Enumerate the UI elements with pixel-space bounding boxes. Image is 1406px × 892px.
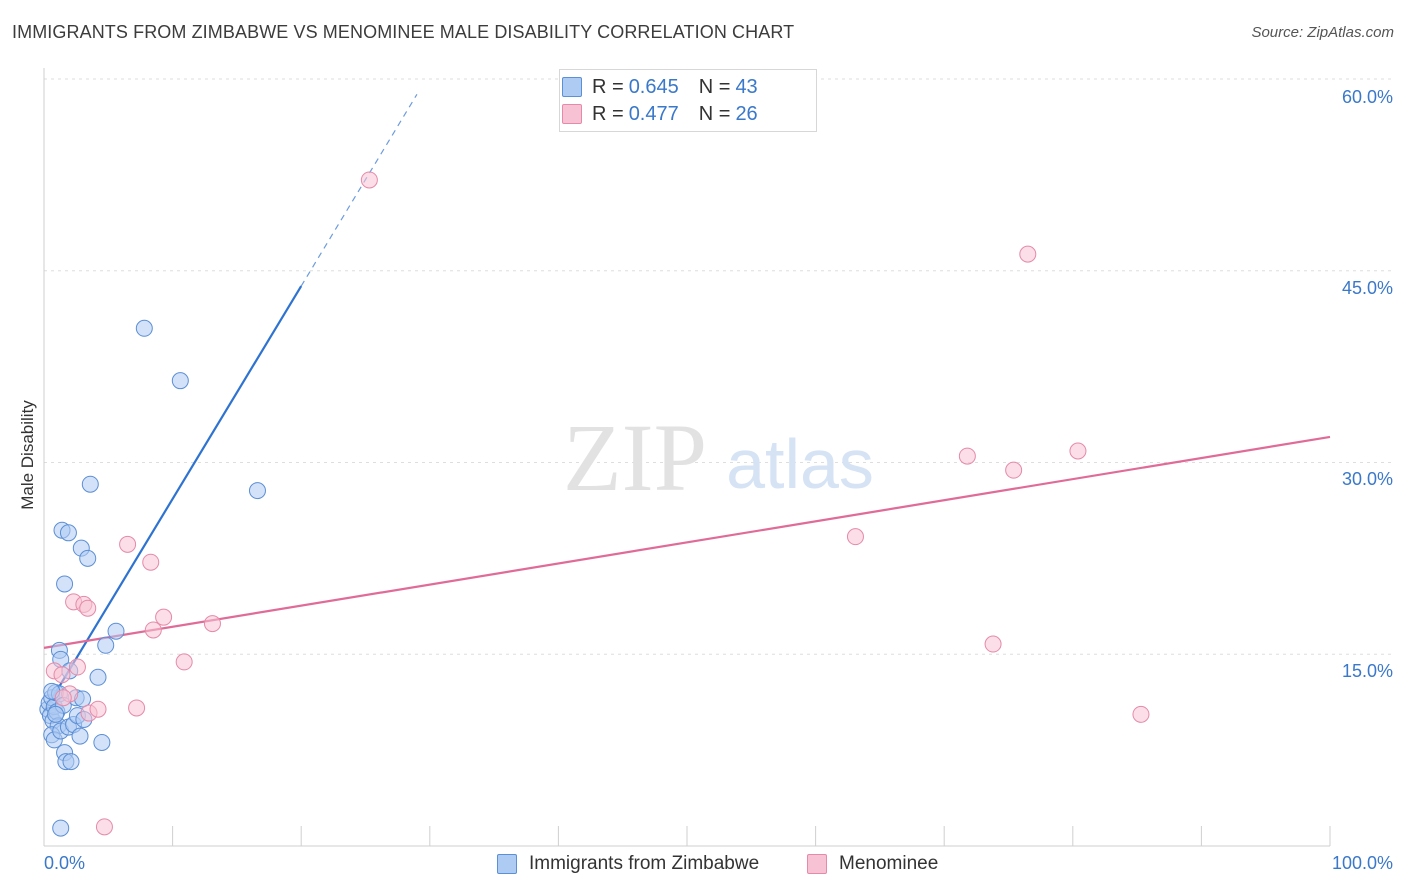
zimbabwe-point bbox=[52, 819, 70, 837]
zimbabwe-point bbox=[62, 753, 80, 771]
menominee-point bbox=[89, 700, 107, 718]
menominee-point bbox=[95, 818, 113, 836]
menominee-point bbox=[984, 635, 1002, 653]
zimbabwe-point bbox=[107, 622, 125, 640]
legend-swatch-zimbabwe bbox=[562, 77, 582, 97]
zimbabwe-point bbox=[47, 705, 65, 723]
menominee-point bbox=[175, 653, 193, 671]
menominee-point bbox=[958, 447, 976, 465]
legend-r-value: 0.645 bbox=[628, 75, 679, 98]
menominee-point bbox=[1019, 245, 1037, 263]
watermark-zip: ZIP bbox=[563, 404, 707, 511]
legend-n-value: 26 bbox=[735, 102, 758, 125]
y-tick-labels: 15.0% 30.0% 45.0% 60.0% bbox=[1342, 87, 1393, 681]
menominee-point bbox=[79, 599, 97, 617]
menominee-point bbox=[360, 171, 378, 189]
legend-row-menominee: R = 0.477 N = 26 bbox=[562, 101, 758, 127]
source-label: Source: ZipAtlas.com bbox=[1251, 24, 1394, 41]
legend: R = 0.645 N = 43 R = 0.477 N = 26 bbox=[559, 69, 817, 132]
chart-title: IMMIGRANTS FROM ZIMBABWE VS MENOMINEE MA… bbox=[12, 22, 795, 42]
watermark-atlas: atlas bbox=[726, 425, 874, 503]
menominee-trend-line bbox=[43, 435, 1331, 649]
zimbabwe-point bbox=[71, 727, 89, 745]
y-tick-label: 30.0% bbox=[1342, 469, 1393, 489]
bottom-legend-label-menominee: Menominee bbox=[839, 853, 939, 874]
legend-r-value: 0.477 bbox=[628, 102, 679, 125]
legend-row-zimbabwe: R = 0.645 N = 43 bbox=[562, 74, 758, 100]
zimbabwe-point bbox=[56, 575, 74, 593]
trend-lines bbox=[43, 94, 1331, 713]
legend-r-label: R = bbox=[592, 75, 624, 98]
x-tick-label: 100.0% bbox=[1332, 853, 1393, 873]
zimbabwe-point bbox=[135, 319, 153, 337]
bottom-legend-menominee: Menominee bbox=[807, 851, 938, 877]
legend-n-label: N = bbox=[698, 102, 731, 125]
menominee-point bbox=[203, 615, 221, 633]
zimbabwe-point bbox=[59, 524, 77, 542]
menominee-point bbox=[846, 528, 864, 546]
zimbabwe-point bbox=[79, 549, 97, 567]
menominee-point bbox=[142, 553, 160, 571]
menominee-point bbox=[54, 689, 72, 707]
menominee-point bbox=[1005, 461, 1023, 479]
menominee-point bbox=[1069, 442, 1087, 460]
zimbabwe-point bbox=[89, 668, 107, 686]
bottom-legend-swatch-menominee bbox=[807, 854, 827, 874]
y-tick-label: 45.0% bbox=[1342, 278, 1393, 298]
zimbabwe-points bbox=[39, 319, 266, 837]
legend-n-value: 43 bbox=[735, 75, 758, 98]
menominee-points bbox=[45, 171, 1150, 836]
y-tick-label: 60.0% bbox=[1342, 87, 1393, 107]
zimbabwe-point bbox=[248, 482, 266, 500]
gridlines bbox=[44, 78, 1395, 655]
menominee-point bbox=[128, 699, 146, 717]
zimbabwe-point bbox=[97, 636, 115, 654]
zimbabwe-point bbox=[81, 475, 99, 493]
legend-r-label: R = bbox=[592, 102, 624, 125]
x-axis-ticks bbox=[172, 826, 1331, 846]
x-tick-labels: 0.0% 100.0% bbox=[44, 853, 1393, 873]
zimbabwe-trend-extension bbox=[300, 94, 418, 287]
bottom-legend-label-zimbabwe: Immigrants from Zimbabwe bbox=[529, 853, 760, 874]
x-tick-label: 0.0% bbox=[44, 853, 85, 873]
menominee-point bbox=[1132, 705, 1150, 723]
zimbabwe-point bbox=[93, 733, 111, 751]
legend-swatch-menominee bbox=[562, 104, 582, 124]
bottom-legend-zimbabwe: Immigrants from Zimbabwe bbox=[497, 851, 759, 877]
menominee-point bbox=[119, 535, 137, 553]
zimbabwe-trend-line bbox=[43, 285, 303, 713]
watermark: ZIP atlas bbox=[563, 404, 874, 511]
menominee-point bbox=[53, 666, 71, 684]
zimbabwe-point bbox=[171, 372, 189, 390]
menominee-point bbox=[155, 608, 173, 626]
legend-n-label: N = bbox=[698, 75, 731, 98]
menominee-point bbox=[68, 658, 86, 676]
y-tick-label: 15.0% bbox=[1342, 661, 1393, 681]
bottom-legend-swatch-zimbabwe bbox=[497, 854, 517, 874]
menominee-point bbox=[144, 621, 162, 639]
